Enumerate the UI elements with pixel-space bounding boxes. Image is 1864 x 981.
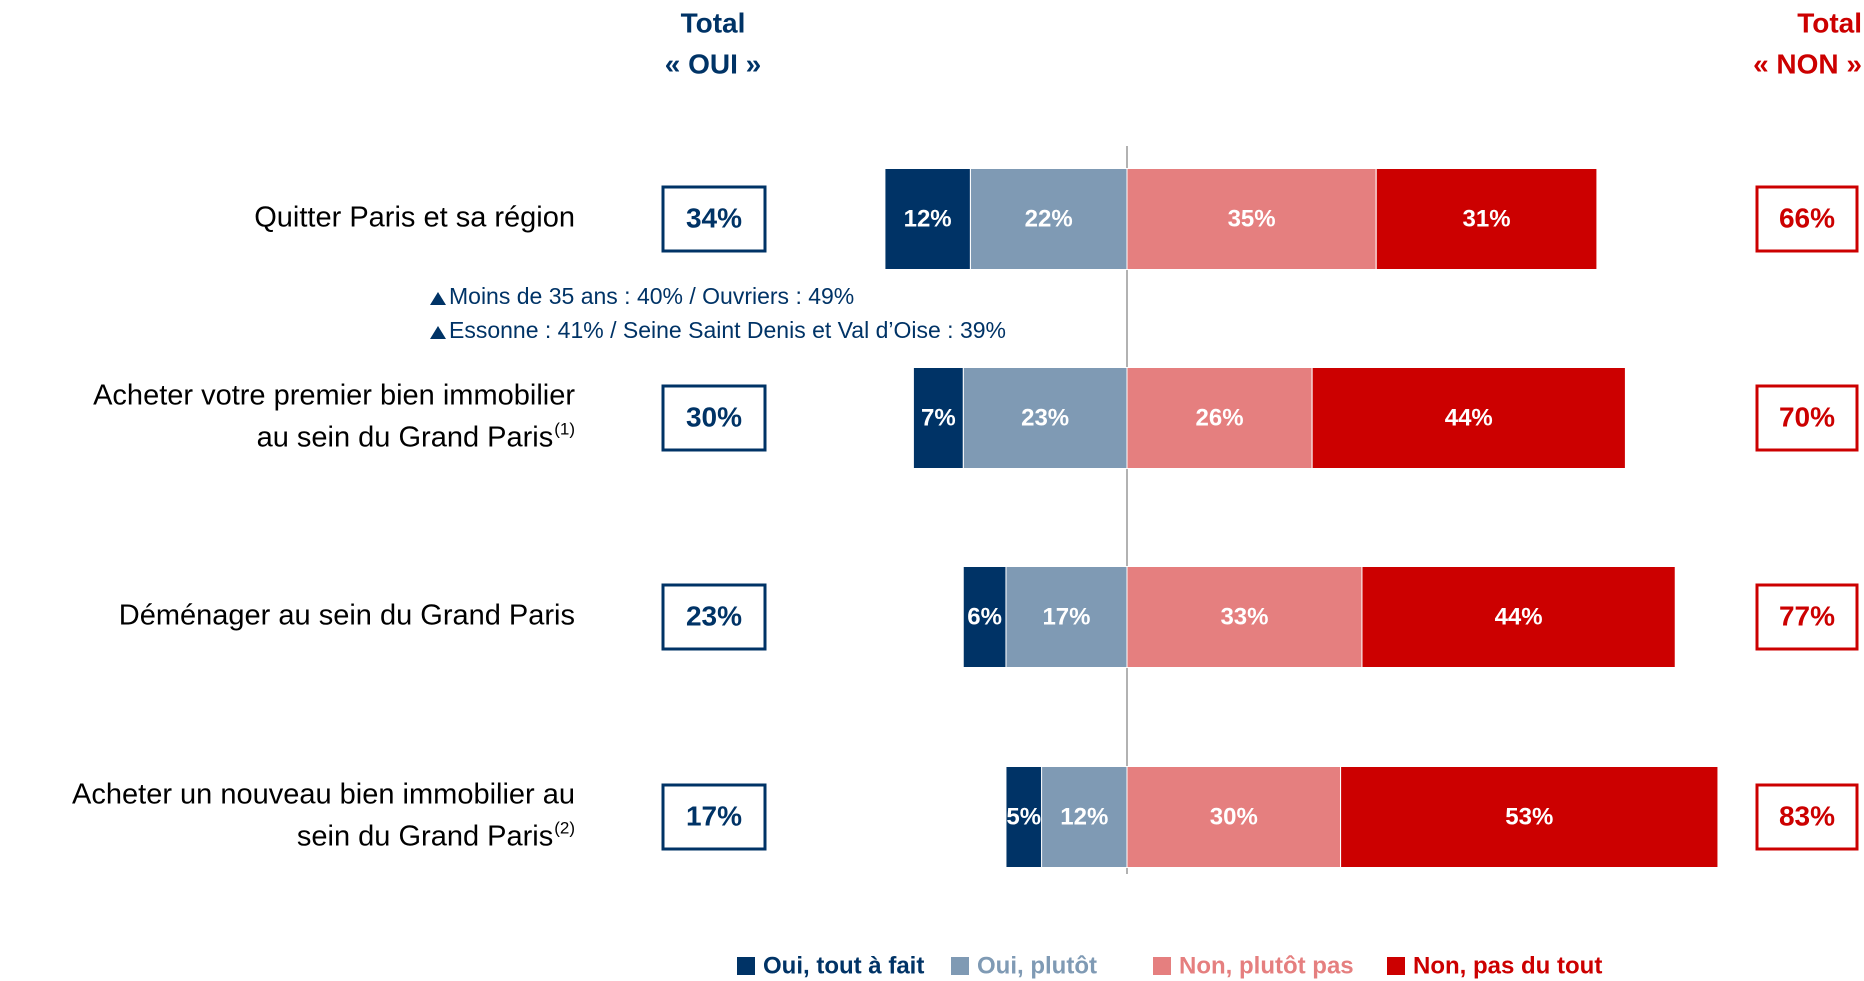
bar-segment — [912, 367, 964, 469]
bar-segment — [962, 566, 1007, 668]
bar-value-label: 30% — [1210, 803, 1258, 830]
bar-value-label: 31% — [1463, 205, 1511, 232]
total-label: 23% — [686, 600, 742, 631]
annotation-marker — [430, 326, 446, 339]
bar-value-label: 17% — [1042, 603, 1090, 630]
legend-label: Oui, plutôt — [977, 952, 1097, 979]
legend-swatch — [737, 957, 755, 975]
bar-value-label: 26% — [1196, 404, 1244, 431]
total-box — [1755, 583, 1859, 651]
legend-label: Oui, tout à fait — [763, 952, 924, 979]
bar-value-label: 12% — [1060, 803, 1108, 830]
bar-segment — [1361, 566, 1676, 668]
category-label: Déménager au sein du Grand Paris — [119, 600, 575, 632]
total-label: 77% — [1779, 600, 1835, 631]
total-box — [661, 583, 767, 651]
category-label: Acheter votre premier bien immobilier — [93, 380, 575, 412]
total-box — [1755, 185, 1859, 253]
legend-swatch — [951, 957, 969, 975]
bar-value-label: 23% — [1021, 404, 1069, 431]
header-non: Total — [1797, 7, 1862, 38]
bar-segment — [1005, 766, 1043, 868]
bar-value-label: 53% — [1505, 803, 1553, 830]
total-label: 83% — [1779, 800, 1835, 831]
total-box — [1755, 783, 1859, 851]
bar-segment — [1126, 367, 1313, 469]
bar-segment — [1126, 766, 1342, 868]
legend-swatch — [1387, 957, 1405, 975]
annotation: Essonne : 41% / Seine Saint Denis et Val… — [449, 317, 1006, 343]
bar-segment — [1340, 766, 1719, 868]
category-footnote: (2) — [554, 818, 575, 837]
bar-value-label: 33% — [1220, 603, 1268, 630]
bar-value-label: 22% — [1025, 205, 1073, 232]
bar-segment — [969, 168, 1128, 270]
total-label: 30% — [686, 401, 742, 432]
bar-segment — [1126, 168, 1377, 270]
total-label: 34% — [686, 202, 742, 233]
total-label: 17% — [686, 800, 742, 831]
bar-value-label: 12% — [904, 205, 952, 232]
bar-value-label: 7% — [921, 404, 956, 431]
legend-label: Non, pas du tout — [1413, 952, 1602, 979]
category-label: sein du Grand Paris — [297, 821, 553, 853]
bar-segment — [1126, 566, 1363, 668]
bar-segment — [1311, 367, 1626, 469]
total-label: 70% — [1779, 401, 1835, 432]
total-box — [661, 384, 767, 452]
total-box — [661, 783, 767, 851]
category-label: Acheter un nouveau bien immobilier au — [72, 779, 575, 811]
bar-segment — [884, 168, 971, 270]
bar-value-label: 35% — [1228, 205, 1276, 232]
header-non: « NON » — [1753, 48, 1862, 79]
bar-segment — [1375, 168, 1598, 270]
category-footnote: (1) — [554, 419, 575, 438]
total-box — [1755, 384, 1859, 452]
category-label: Quitter Paris et sa région — [254, 202, 575, 234]
bar-segment — [1041, 766, 1128, 868]
bar-value-label: 5% — [1006, 803, 1041, 830]
bar-value-label: 44% — [1495, 603, 1543, 630]
total-label: 66% — [1779, 202, 1835, 233]
legend-label: Non, plutôt pas — [1179, 952, 1354, 979]
annotation-marker — [430, 292, 446, 305]
header-oui: « OUI » — [665, 48, 761, 79]
annotation: Moins de 35 ans : 40% / Ouvriers : 49% — [449, 283, 854, 309]
bar-value-label: 44% — [1445, 404, 1493, 431]
total-box — [661, 185, 767, 253]
legend-swatch — [1153, 957, 1171, 975]
bar-value-label: 6% — [967, 603, 1002, 630]
category-label: au sein du Grand Paris — [257, 422, 554, 454]
header-oui: Total — [681, 7, 746, 38]
